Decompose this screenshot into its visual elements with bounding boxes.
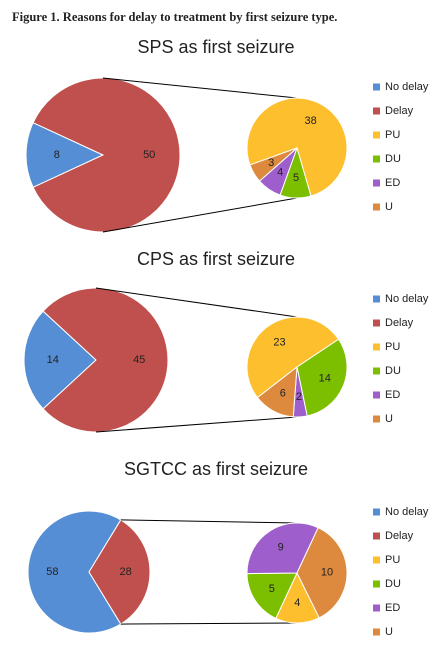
pie-slice [25,122,105,188]
legend-swatch [373,179,380,187]
chart-title: SPS as first seizure [137,37,294,57]
legend-swatch [373,604,380,612]
legend-label: No delay [385,506,429,518]
chart-title: CPS as first seizure [137,249,295,269]
legend-label: PU [385,341,400,353]
pie-slice [23,310,97,410]
data-label: 28 [119,566,131,578]
data-label: 4 [294,597,300,609]
legend-swatch [373,203,380,211]
legend-label: PU [385,129,400,141]
data-label: 23 [273,337,285,349]
pie-slice [256,365,298,418]
legend-swatch [373,83,380,91]
data-label: 14 [319,372,331,384]
pie-slice [32,77,181,233]
connector [102,77,298,99]
data-label: 10 [321,567,333,579]
data-label: 50 [143,149,155,161]
connector [95,416,298,433]
legend-label: DU [385,578,401,590]
connector [102,197,298,233]
legend-swatch [373,508,380,516]
connector [120,622,298,625]
legend-swatch [373,415,380,423]
legend-label: PU [385,554,400,566]
data-label: 4 [277,167,283,179]
data-label: 58 [46,566,58,578]
pie-slice [246,572,298,619]
legend-label: U [385,201,393,213]
pie-slice [296,527,348,619]
legend-swatch [373,367,380,375]
legend-label: U [385,626,393,638]
legend-swatch [373,556,380,564]
figure-caption: Figure 1. Reasons for delay to treatment… [12,10,337,24]
data-label: 8 [54,149,60,161]
data-label: 3 [268,157,274,169]
legend-label: No delay [385,293,429,305]
pie-slice [88,519,151,625]
legend-swatch [373,628,380,636]
pie-slice [249,147,298,182]
legend-label: DU [385,365,401,377]
legend-swatch [373,319,380,327]
connector [95,287,298,318]
data-label: 5 [293,172,299,184]
legend-label: Delay [385,317,414,329]
legend-swatch [373,391,380,399]
legend-label: ED [385,389,400,401]
legend-label: Delay [385,105,414,117]
legend-label: No delay [385,81,429,93]
legend-label: ED [385,602,400,614]
pie-slice [27,510,122,634]
data-label: 5 [269,583,275,595]
data-label: 45 [133,354,145,366]
legend-swatch [373,532,380,540]
pie-slice [296,338,348,417]
legend-swatch [373,107,380,115]
pie-slice [42,287,169,433]
legend-swatch [373,131,380,139]
legend-label: DU [385,153,401,165]
legend-swatch [373,343,380,351]
legend-label: ED [385,177,400,189]
data-label: 9 [278,542,284,554]
pie-slice [246,316,340,399]
connector [120,519,298,524]
legend-swatch [373,580,380,588]
legend-swatch [373,155,380,163]
legend-label: U [385,413,393,425]
pie-slice [246,522,319,575]
data-label: 38 [304,115,316,127]
legend-label: Delay [385,530,414,542]
data-label: 2 [296,391,302,403]
legend-swatch [373,295,380,303]
data-label: 14 [47,354,59,366]
data-label: 6 [280,387,286,399]
chart-title: SGTCC as first seizure [124,459,308,479]
